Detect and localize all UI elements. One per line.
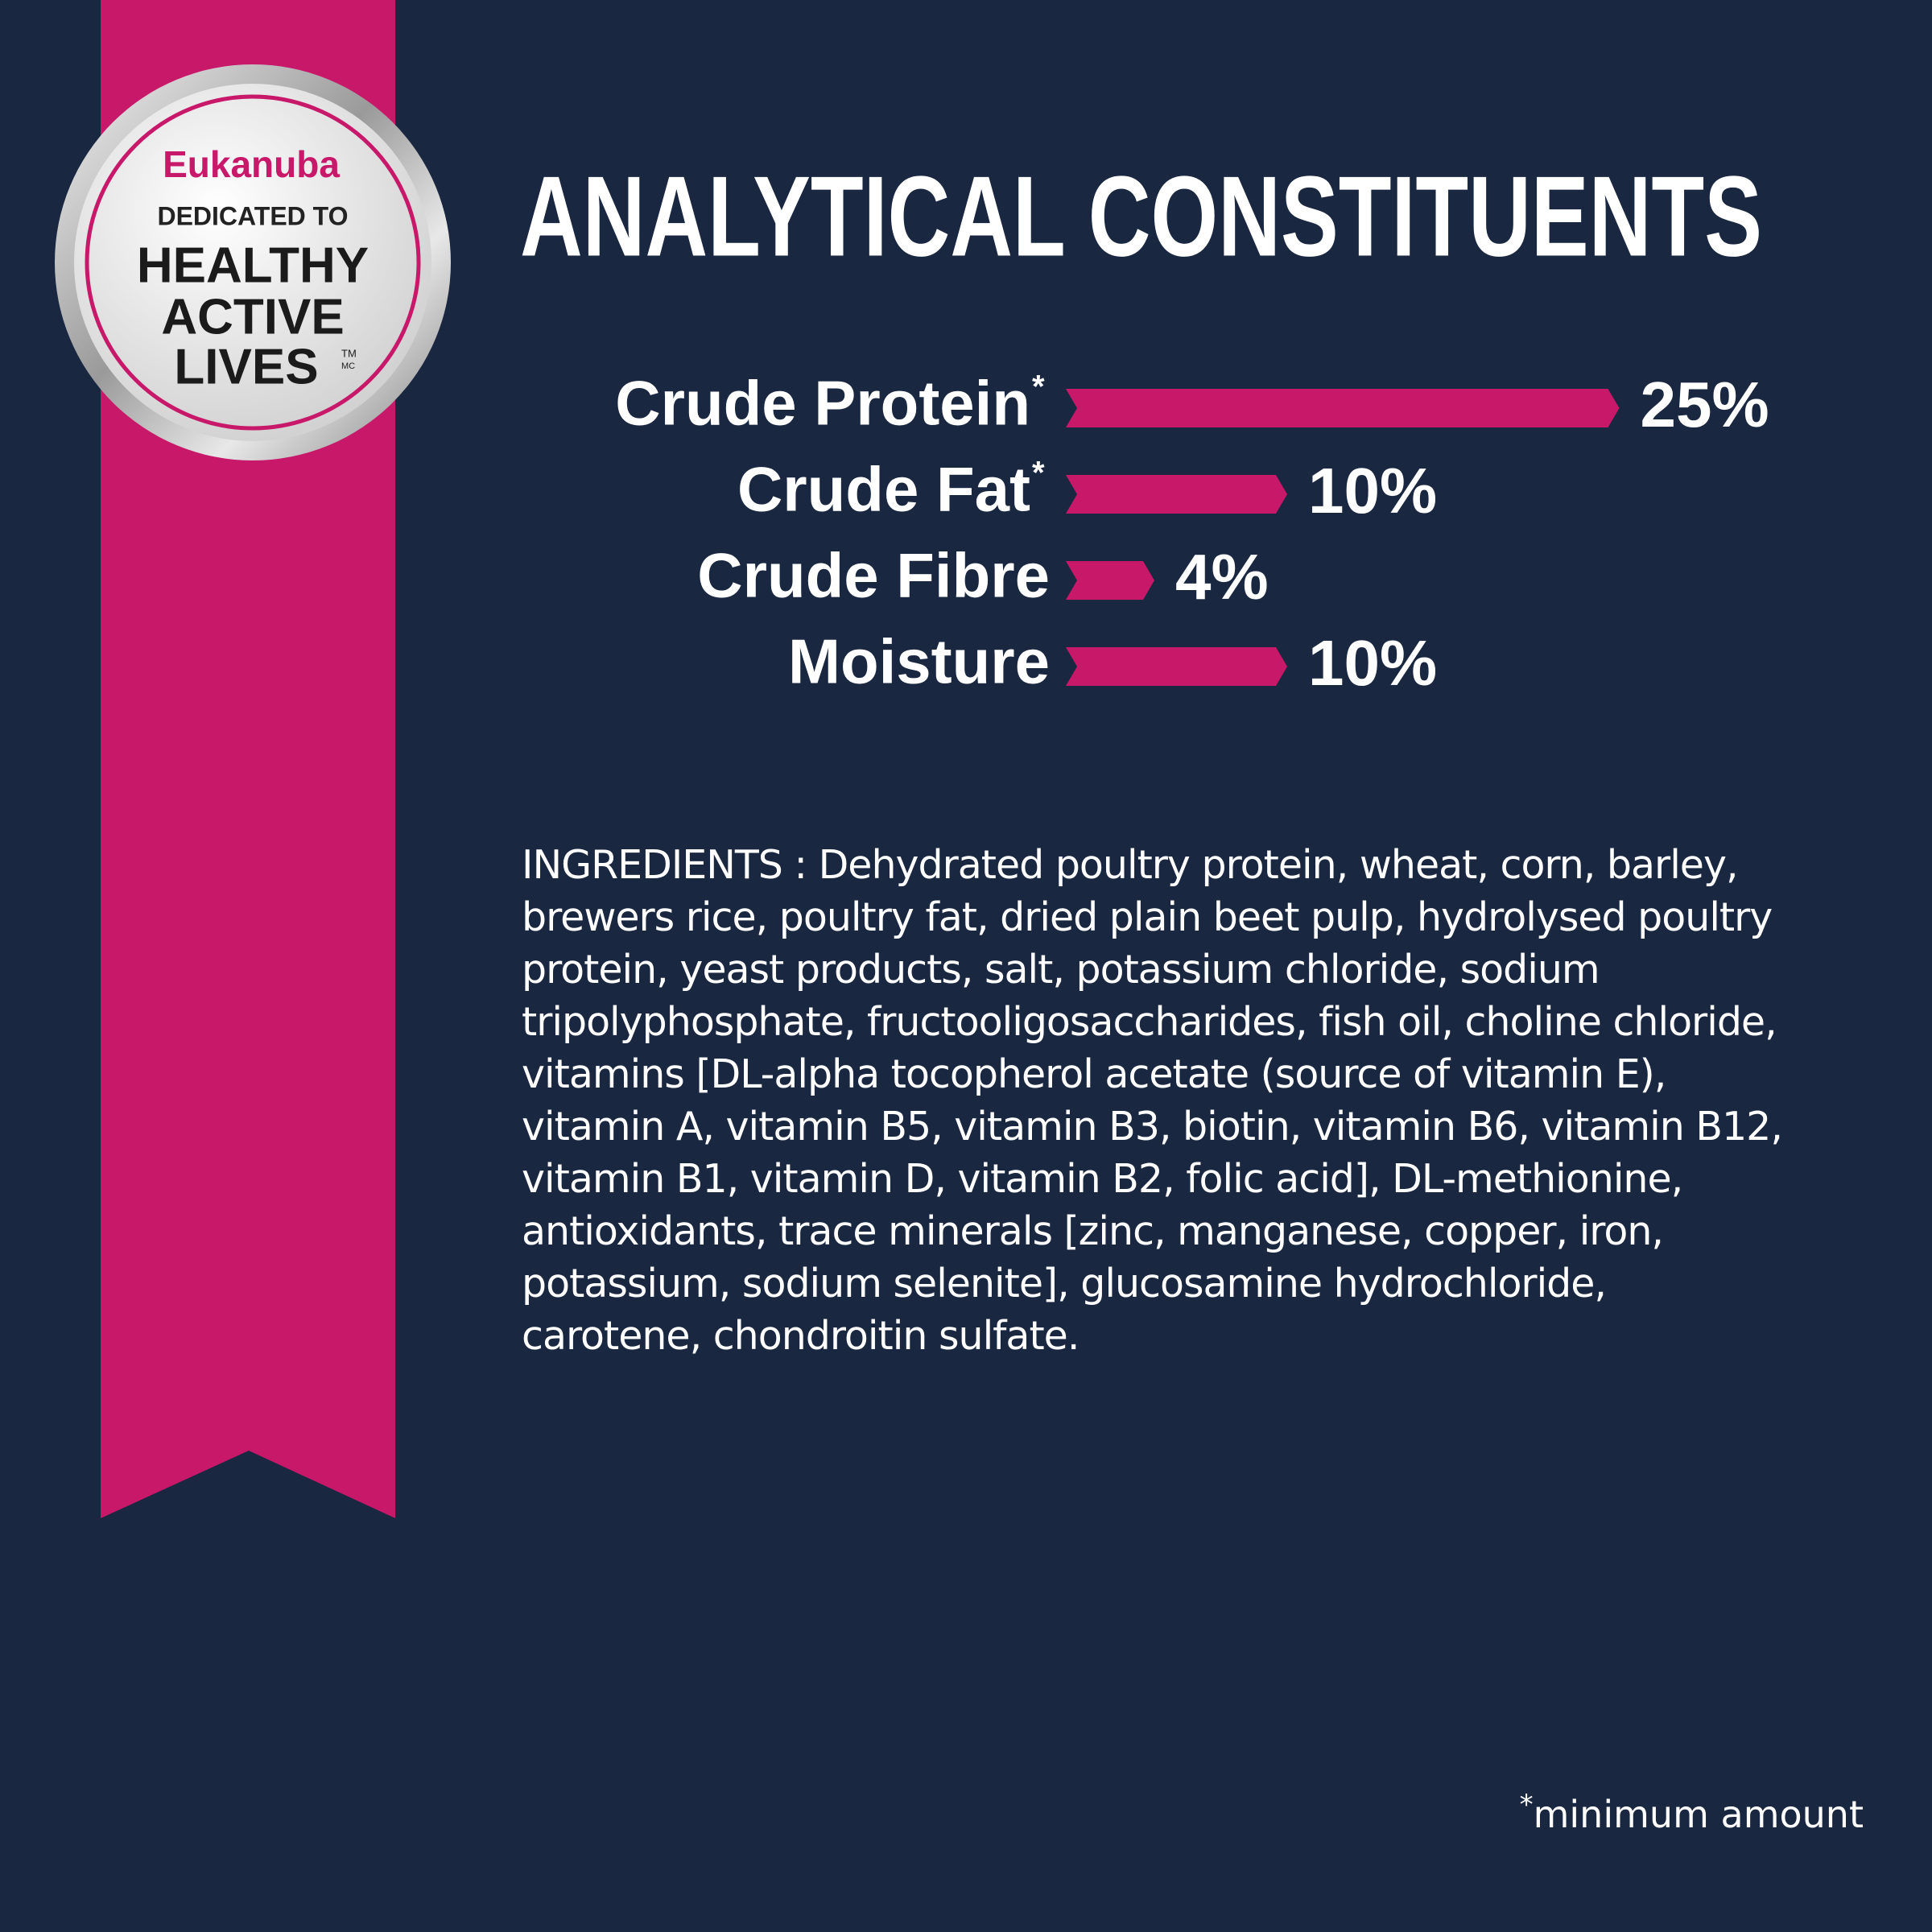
trademark: MC [341,361,355,371]
category-mark: * [1032,369,1045,405]
footnote: *minimum amount [1520,1789,1864,1836]
badge-line: ACTIVE [161,289,344,345]
footnote-mark: * [1520,1789,1534,1821]
value-label: 25% [1641,369,1769,440]
category-label: Crude Fibre [697,540,1050,611]
bar [1066,561,1154,600]
value-label: 10% [1308,455,1437,526]
trademark: TM [341,347,357,359]
bar [1066,475,1287,514]
badge-line: HEALTHY [137,237,369,293]
chart-title: ANALYTICAL CONSTITUENTS [520,153,1762,281]
badge-line: LIVES [174,339,318,394]
category-label: Crude Fat [737,454,1030,525]
bar [1066,389,1620,427]
category-label: Moisture [788,626,1050,697]
ingredients: INGREDIENTS : Dehydrated poultry protein… [522,842,1783,1359]
badge-line: DEDICATED TO [157,201,348,230]
badge-face [74,84,431,441]
value-label: 10% [1308,627,1437,699]
category-label: Crude Protein [615,368,1030,439]
footnote-text: minimum amount [1534,1793,1864,1836]
brand: Eukanuba [163,143,340,185]
category-mark: * [1032,456,1045,491]
bar [1066,647,1287,686]
badge-inner-ring [85,94,421,431]
value-label: 4% [1175,541,1269,613]
